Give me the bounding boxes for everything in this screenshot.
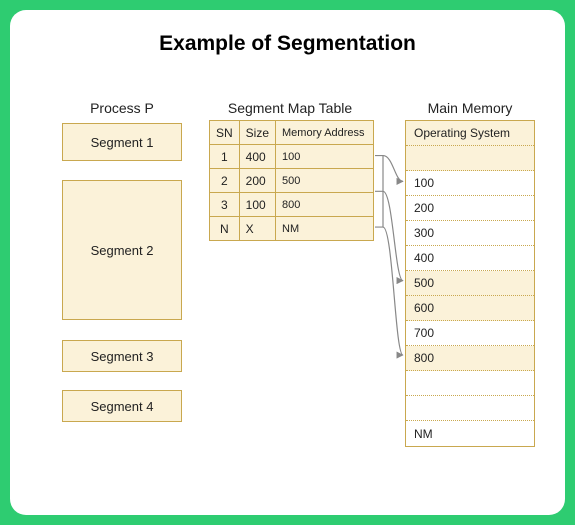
segment-box: Segment 3 <box>62 340 182 372</box>
memory-row <box>406 371 534 396</box>
smt-label: Segment Map Table <box>205 100 375 116</box>
table-row: 1 400 100 <box>210 145 374 169</box>
col-sn: SN <box>210 121 240 145</box>
col-size: Size <box>239 121 275 145</box>
memory-row: Operating System <box>406 121 534 146</box>
memory-row: 200 <box>406 196 534 221</box>
segment-label: Segment 4 <box>91 399 154 414</box>
memory-row <box>406 146 534 171</box>
segment-label: Segment 1 <box>91 135 154 150</box>
segment-box: Segment 2 <box>62 180 182 320</box>
memory-row: 700 <box>406 321 534 346</box>
memory-row: NM <box>406 421 534 446</box>
diagram-title: Example of Segmentation <box>10 32 565 56</box>
col-addr: Memory Address <box>276 121 374 145</box>
memory-label: Main Memory <box>405 100 535 116</box>
memory-row: 500 <box>406 271 534 296</box>
diagram-stage: Process P Segment Map Table Main Memory … <box>10 100 565 497</box>
memory-row: 800 <box>406 346 534 371</box>
table-header-row: SN Size Memory Address <box>210 121 374 145</box>
memory-row: 300 <box>406 221 534 246</box>
table-row: 2 200 500 <box>210 169 374 193</box>
memory-row: 600 <box>406 296 534 321</box>
process-label: Process P <box>62 100 182 116</box>
segment-box: Segment 4 <box>62 390 182 422</box>
table-row: N X NM <box>210 217 374 241</box>
segment-map-table: SN Size Memory Address 1 400 100 2 200 5… <box>209 120 374 241</box>
table-row: 3 100 800 <box>210 193 374 217</box>
memory-row <box>406 396 534 421</box>
memory-row: 400 <box>406 246 534 271</box>
segment-box: Segment 1 <box>62 123 182 161</box>
segment-label: Segment 2 <box>91 243 154 258</box>
memory-row: 100 <box>406 171 534 196</box>
main-memory: Operating System 100 200 300 400 500 600… <box>405 120 535 447</box>
segment-label: Segment 3 <box>91 349 154 364</box>
diagram-card: Example of Segmentation Process P Segmen… <box>10 10 565 515</box>
